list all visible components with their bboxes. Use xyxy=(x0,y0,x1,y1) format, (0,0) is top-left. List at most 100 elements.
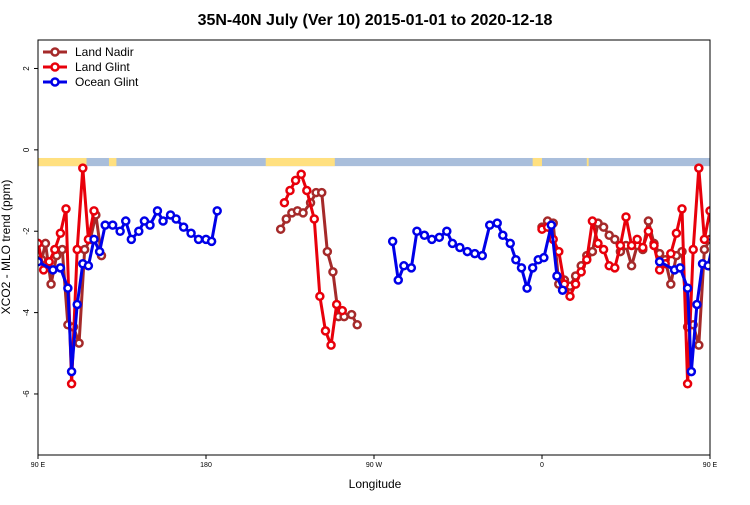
data-point-land-glint xyxy=(68,380,75,387)
data-point-ocean-glint xyxy=(49,266,56,273)
data-point-ocean-glint xyxy=(449,240,456,247)
data-point-land-glint xyxy=(645,228,652,235)
data-point-land-glint xyxy=(695,165,702,172)
y-tick-label: 2 xyxy=(22,66,31,71)
data-point-land-glint xyxy=(316,293,323,300)
data-point-ocean-glint xyxy=(736,228,743,235)
data-point-ocean-glint xyxy=(389,238,396,245)
data-point-land-glint xyxy=(628,242,635,249)
data-point-ocean-glint xyxy=(464,248,471,255)
data-point-ocean-glint xyxy=(74,301,81,308)
data-point-ocean-glint xyxy=(693,301,700,308)
data-point-ocean-glint xyxy=(507,240,514,247)
data-point-ocean-glint xyxy=(117,228,124,235)
data-point-land-glint xyxy=(74,246,81,253)
y-axis: -6-4-202 xyxy=(22,66,38,398)
data-point-ocean-glint xyxy=(684,285,691,292)
data-point-ocean-glint xyxy=(128,236,135,243)
data-point-land-nadir xyxy=(324,248,331,255)
data-point-ocean-glint xyxy=(154,207,161,214)
series-line-land-glint xyxy=(38,168,94,384)
data-point-ocean-glint xyxy=(428,236,435,243)
data-point-ocean-glint xyxy=(64,285,71,292)
data-point-land-glint xyxy=(287,187,294,194)
data-point-land-glint xyxy=(303,187,310,194)
data-point-ocean-glint xyxy=(421,232,428,239)
data-point-land-glint xyxy=(679,205,686,212)
land-mask-segment xyxy=(38,158,87,166)
x-tick-label: 90 E xyxy=(31,462,46,469)
series-ocean-glint xyxy=(35,207,750,375)
data-point-land-nadir xyxy=(701,246,708,253)
data-point-land-glint xyxy=(57,230,64,237)
data-point-ocean-glint xyxy=(486,222,493,229)
data-point-land-nadir xyxy=(712,211,719,218)
y-tick-label: -4 xyxy=(22,308,31,316)
legend-marker-ocean-glint xyxy=(52,79,59,86)
data-point-land-glint xyxy=(63,205,70,212)
data-point-ocean-glint xyxy=(721,222,728,229)
data-point-ocean-glint xyxy=(559,287,566,294)
land-mask-segment xyxy=(109,158,116,166)
data-point-land-glint xyxy=(701,236,708,243)
data-point-land-glint xyxy=(91,207,98,214)
data-point-land-nadir xyxy=(42,240,49,247)
data-point-land-glint xyxy=(684,380,691,387)
ocean-mask-band xyxy=(38,158,710,166)
legend-marker-land-glint xyxy=(52,64,59,71)
legend-label-ocean-glint: Ocean Glint xyxy=(75,75,139,89)
data-point-ocean-glint xyxy=(57,264,64,271)
data-point-ocean-glint xyxy=(400,262,407,269)
data-point-land-nadir xyxy=(318,189,325,196)
chart-title: 35N-40N July (Ver 10) 2015-01-01 to 2020… xyxy=(198,12,553,29)
data-point-ocean-glint xyxy=(529,264,536,271)
data-point-land-glint xyxy=(634,236,641,243)
data-point-land-nadir xyxy=(667,281,674,288)
data-point-ocean-glint xyxy=(512,256,519,263)
data-point-ocean-glint xyxy=(214,207,221,214)
data-point-land-glint xyxy=(298,171,305,178)
data-point-ocean-glint xyxy=(677,264,684,271)
land-mask-segment xyxy=(719,158,750,166)
data-point-land-glint xyxy=(281,199,288,206)
data-point-land-glint xyxy=(567,293,574,300)
data-point-ocean-glint xyxy=(160,218,167,225)
data-point-ocean-glint xyxy=(408,264,415,271)
data-point-ocean-glint xyxy=(479,252,486,259)
data-point-ocean-glint xyxy=(195,236,202,243)
x-tick-label: 90 W xyxy=(366,462,383,469)
data-point-ocean-glint xyxy=(96,248,103,255)
data-point-land-glint xyxy=(292,177,299,184)
data-point-land-nadir xyxy=(76,340,83,347)
data-point-ocean-glint xyxy=(91,236,98,243)
data-point-ocean-glint xyxy=(710,236,717,243)
data-point-land-glint xyxy=(583,256,590,263)
data-point-land-nadir xyxy=(589,248,596,255)
data-point-land-glint xyxy=(623,213,630,220)
data-point-ocean-glint xyxy=(688,368,695,375)
data-point-ocean-glint xyxy=(553,272,560,279)
y-tick-label: -6 xyxy=(22,390,31,398)
data-point-ocean-glint xyxy=(395,277,402,284)
data-point-land-glint xyxy=(656,266,663,273)
x-tick-label: 0 xyxy=(540,462,544,469)
data-point-land-nadir xyxy=(718,252,725,259)
y-axis-label: XCO2 - MLO trend (ppm) xyxy=(0,180,13,315)
data-point-ocean-glint xyxy=(208,238,215,245)
data-point-land-nadir xyxy=(81,246,88,253)
data-point-ocean-glint xyxy=(518,264,525,271)
data-point-ocean-glint xyxy=(471,250,478,257)
data-point-land-nadir xyxy=(48,281,55,288)
plot-frame xyxy=(38,40,710,455)
data-point-land-glint xyxy=(79,165,86,172)
data-point-land-glint xyxy=(328,342,335,349)
series-line-land-glint xyxy=(542,168,710,384)
data-point-ocean-glint xyxy=(540,254,547,261)
data-point-land-nadir xyxy=(611,236,618,243)
x-axis-label: Longitude xyxy=(349,477,402,491)
legend-marker-land-nadir xyxy=(52,49,59,56)
data-point-ocean-glint xyxy=(742,218,749,225)
data-point-land-nadir xyxy=(645,218,652,225)
